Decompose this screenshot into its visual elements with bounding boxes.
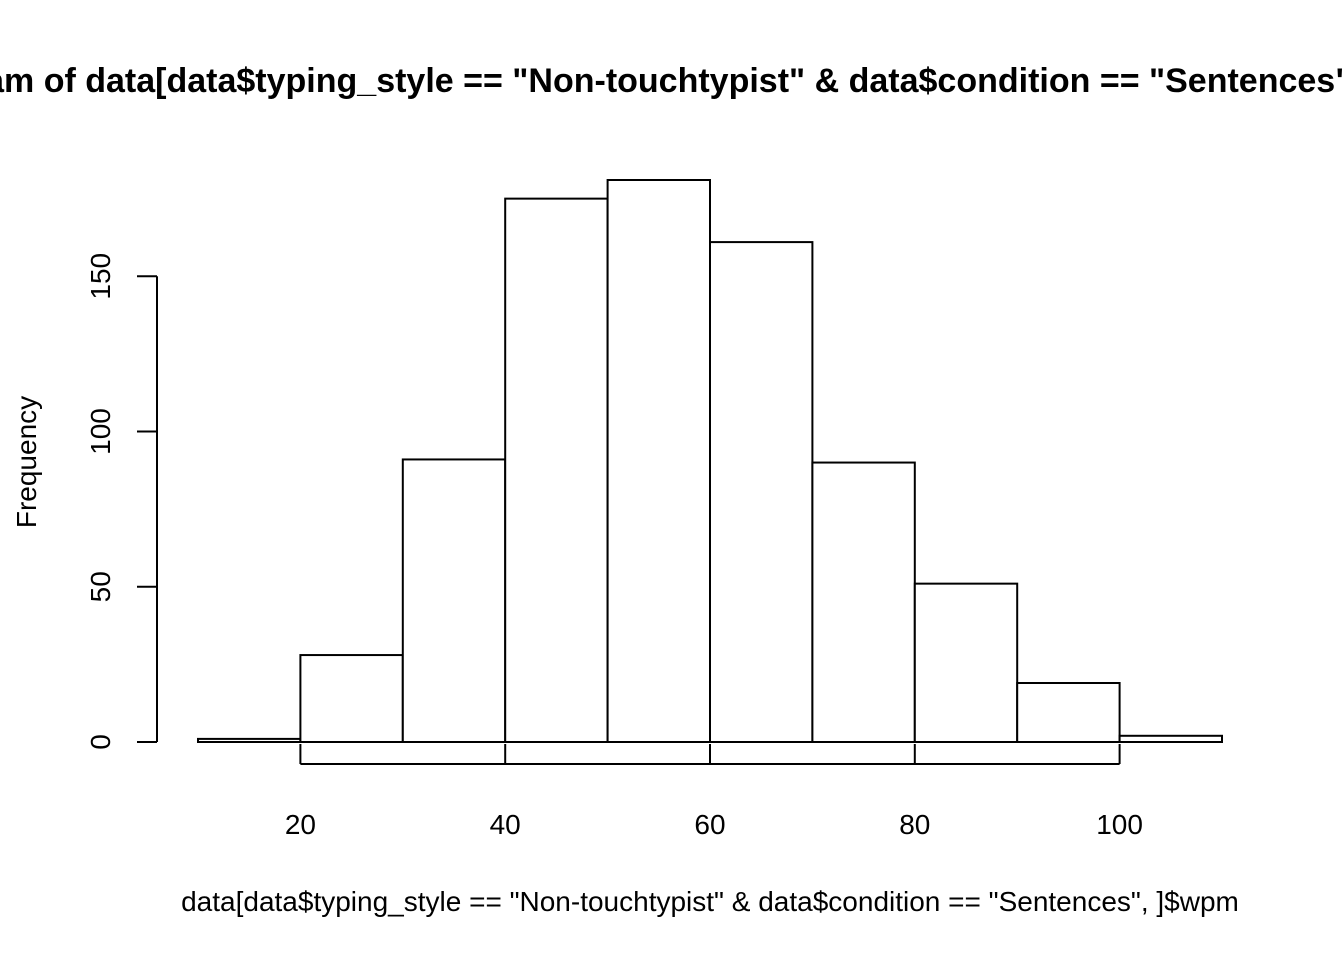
histogram-bar <box>606 179 711 743</box>
histogram-bars <box>197 179 1223 744</box>
x-axis-label: data[data$typing_style == "Non-touchtypi… <box>181 886 1239 917</box>
y-tick-label: 0 <box>85 734 116 750</box>
histogram-bar <box>811 461 916 743</box>
y-tick-label: 150 <box>85 253 116 300</box>
x-tick-label: 20 <box>285 809 316 840</box>
histogram-bar <box>913 582 1019 744</box>
x-tick-label: 40 <box>490 809 521 840</box>
histogram-bar <box>1016 682 1121 744</box>
y-tick-label: 100 <box>85 408 116 455</box>
y-axis-label: Frequency <box>11 396 42 528</box>
chart-title: Histogram of data[data$typing_style == "… <box>0 62 1344 100</box>
x-tick-label: 80 <box>899 809 930 840</box>
histogram-bar <box>299 654 404 744</box>
histogram-bar <box>197 737 302 743</box>
x-tick-label: 60 <box>694 809 725 840</box>
y-axis: 0 50 100 150 <box>85 253 158 750</box>
y-tick-label: 50 <box>85 571 116 602</box>
histogram-bar <box>1118 734 1223 743</box>
histogram-bar <box>401 458 507 743</box>
histogram-bar <box>709 241 814 743</box>
x-tick-label: 100 <box>1096 809 1143 840</box>
x-axis: 20 40 60 80 100 <box>285 744 1143 840</box>
histogram-bar <box>504 197 609 744</box>
